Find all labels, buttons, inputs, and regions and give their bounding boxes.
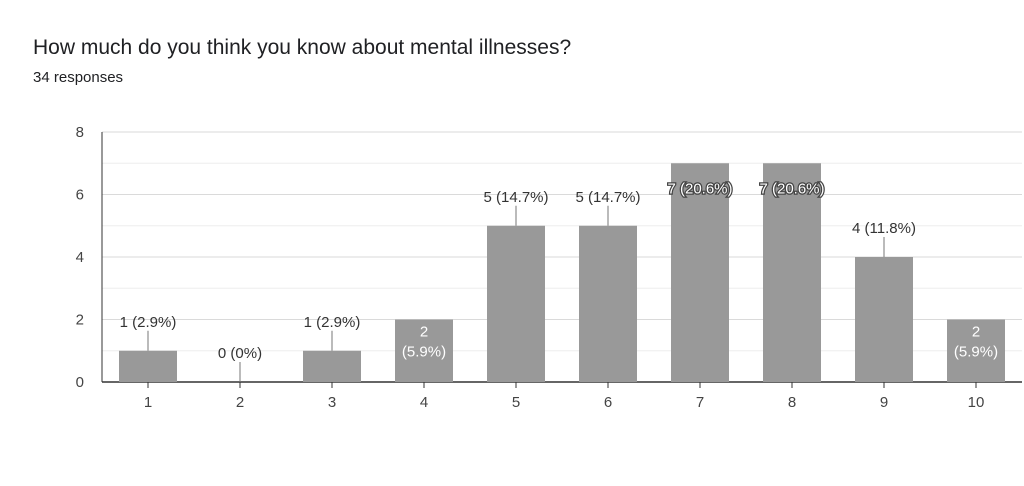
- x-tick-label: 5: [512, 394, 520, 411]
- data-label: 1 (2.9%): [304, 314, 361, 331]
- bar[interactable]: [303, 350, 361, 382]
- data-label: 2: [420, 324, 428, 341]
- y-tick-label: 6: [76, 187, 84, 204]
- x-tick-label: 2: [236, 394, 244, 411]
- bar[interactable]: [395, 319, 453, 383]
- bar[interactable]: [855, 257, 913, 382]
- x-tick-label: 8: [788, 394, 796, 411]
- x-tick-label: 3: [328, 394, 336, 411]
- data-label: 4 (11.8%): [852, 220, 916, 237]
- y-tick-label: 2: [76, 312, 84, 329]
- y-tick-label: 0: [76, 374, 84, 391]
- x-tick-label: 10: [968, 394, 985, 411]
- data-label: 2: [972, 324, 980, 341]
- chart-title: How much do you think you know about men…: [33, 36, 572, 59]
- y-tick-label: 8: [76, 124, 84, 141]
- x-tick-label: 7: [696, 394, 704, 411]
- x-tick-label: 6: [604, 394, 612, 411]
- bar[interactable]: [671, 163, 729, 382]
- x-tick-label: 4: [420, 394, 428, 411]
- x-tick-label: 9: [880, 394, 888, 411]
- data-label: 0 (0%): [218, 345, 262, 362]
- y-tick-label: 4: [76, 249, 84, 266]
- data-label: 5 (14.7%): [483, 189, 548, 206]
- data-label: 7 (20.6%): [759, 180, 824, 197]
- bar[interactable]: [119, 350, 177, 382]
- data-label: 5 (14.7%): [575, 189, 640, 206]
- data-label: 1 (2.9%): [120, 314, 177, 331]
- x-tick-label: 1: [144, 394, 152, 411]
- response-count: 34 responses: [33, 69, 124, 86]
- data-label: (5.9%): [402, 344, 446, 361]
- bar[interactable]: [947, 319, 1005, 383]
- bar[interactable]: [579, 225, 637, 382]
- bar[interactable]: [763, 163, 821, 382]
- data-label: (5.9%): [954, 344, 998, 361]
- bar[interactable]: [487, 225, 545, 382]
- data-label: 7 (20.6%): [667, 180, 732, 197]
